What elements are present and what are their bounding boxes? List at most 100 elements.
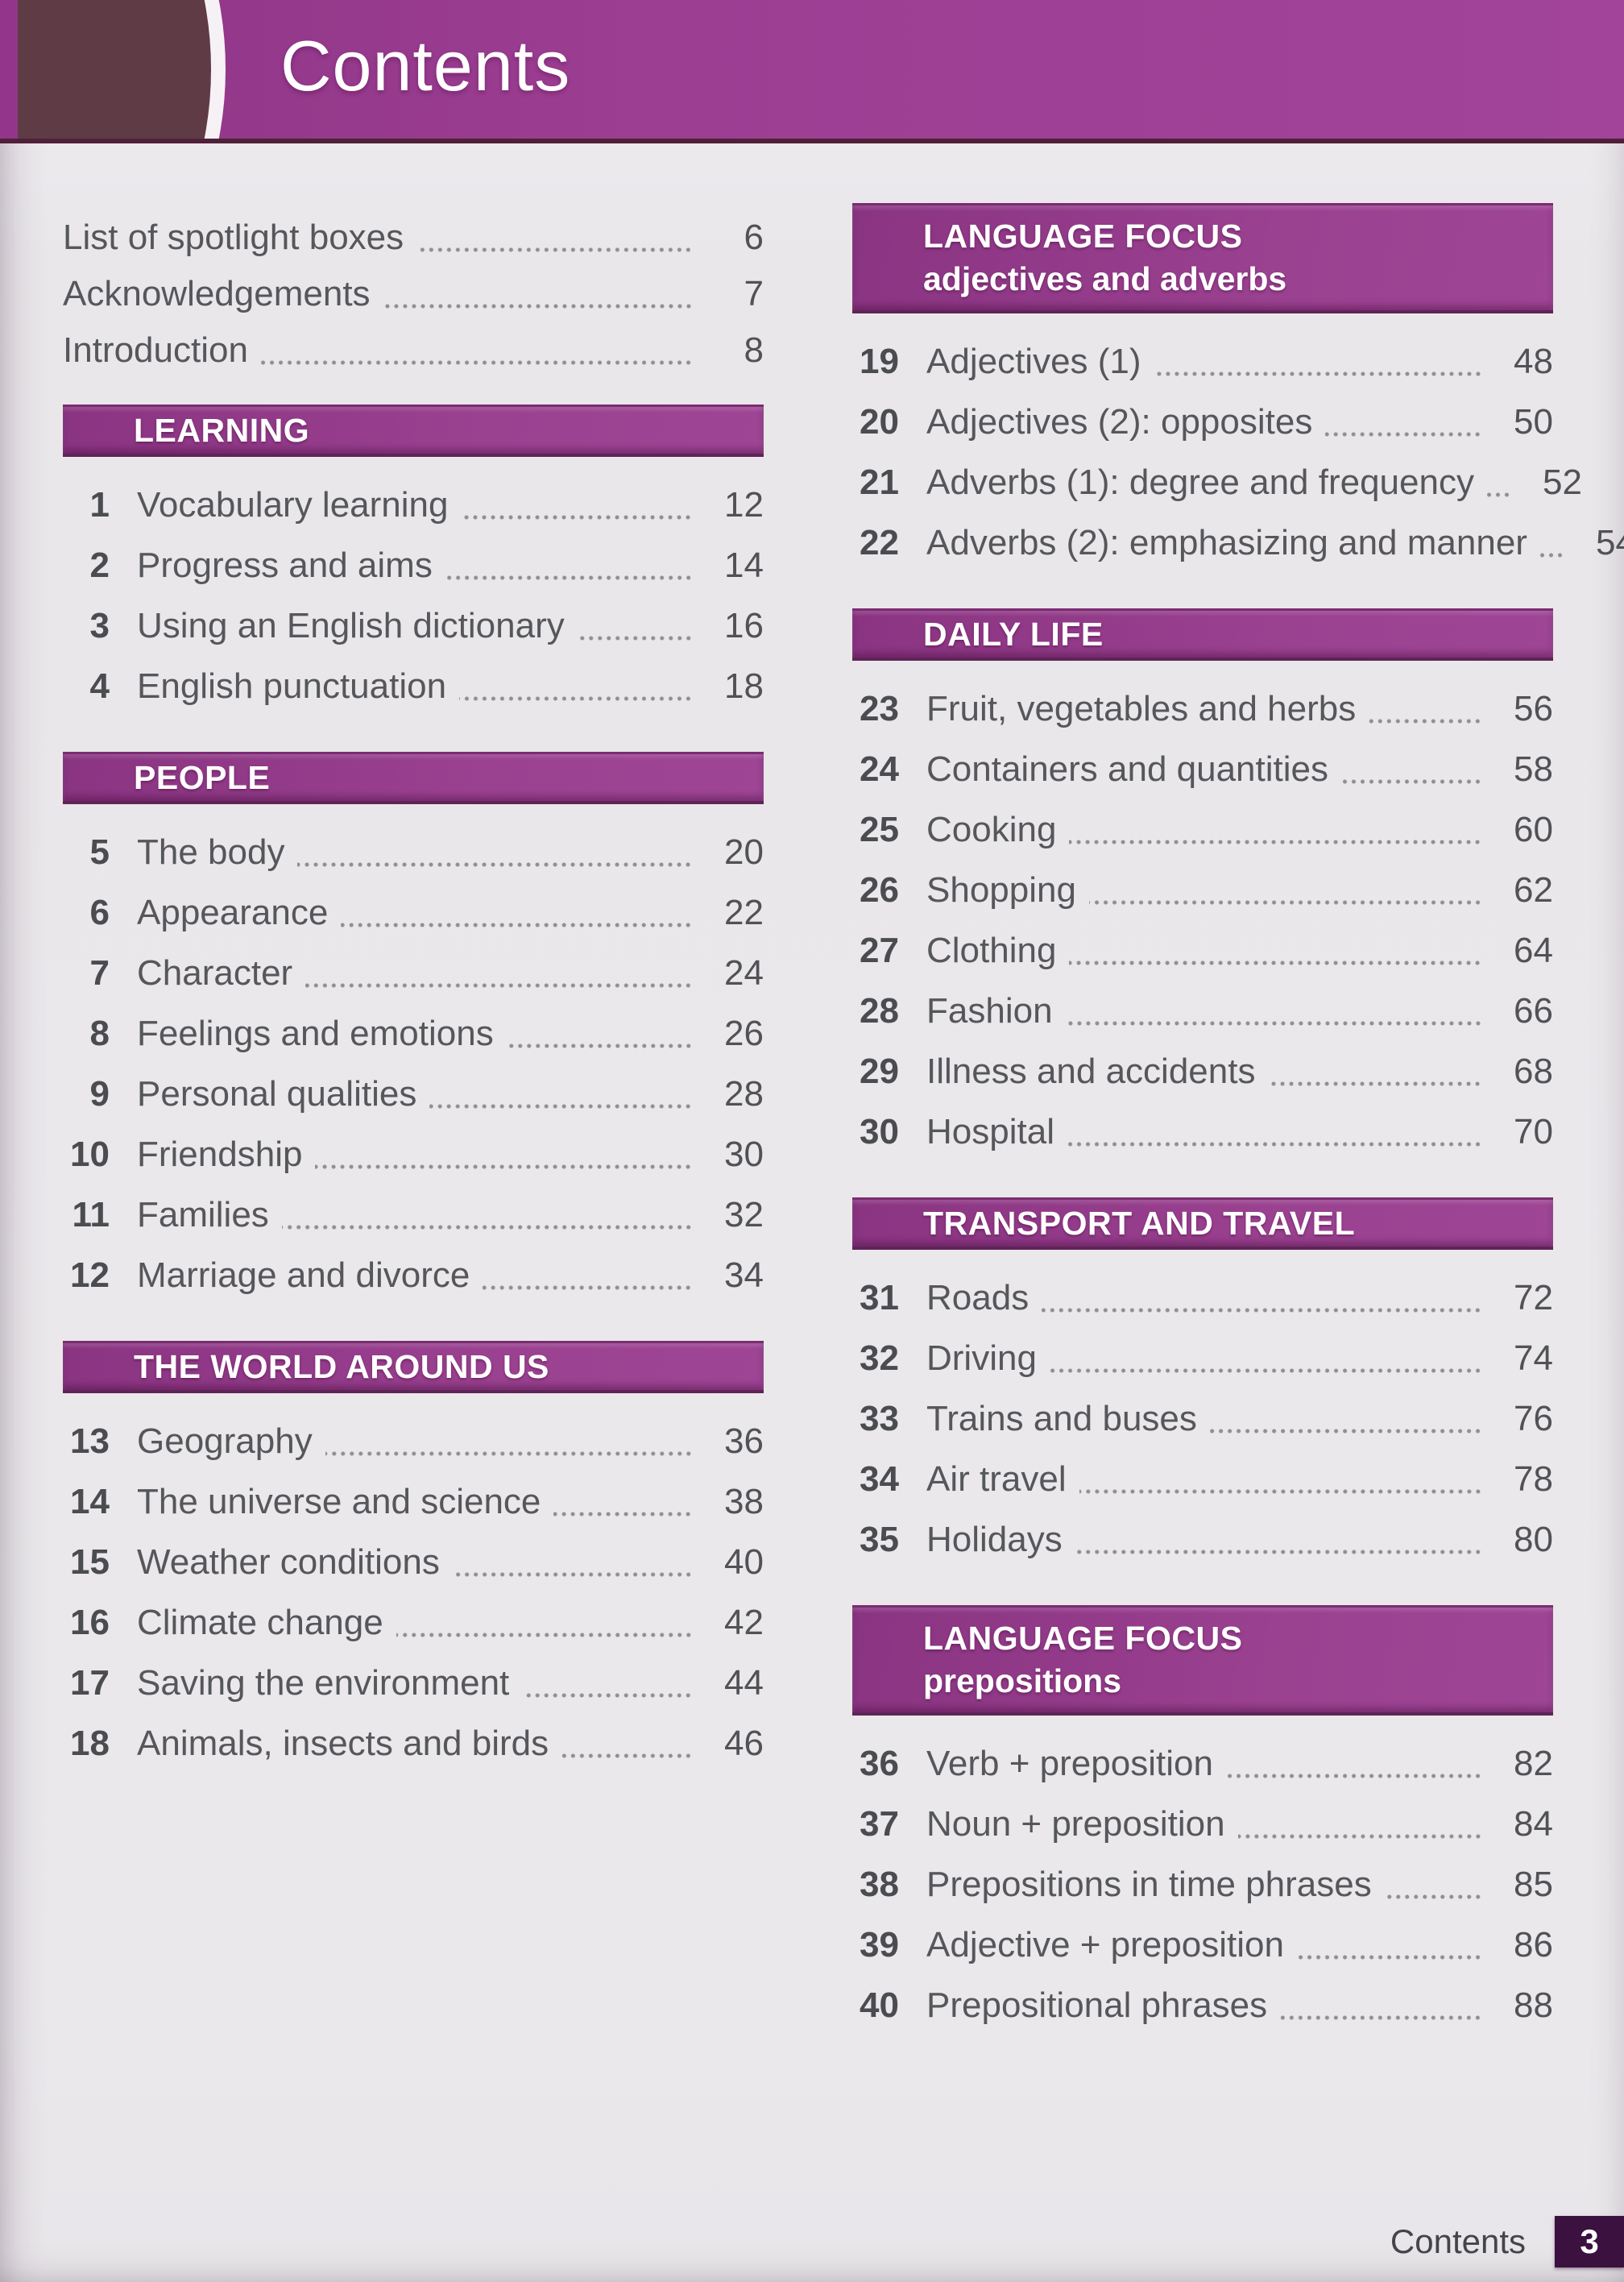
entry-page-number: 46 bbox=[724, 1723, 764, 1763]
section-banner: LANGUAGE FOCUS prepositions bbox=[852, 1605, 1553, 1716]
entry-page-number: 28 bbox=[724, 1073, 764, 1114]
entry-label: Adjectives (1) bbox=[926, 341, 1141, 381]
entry-page-number: 16 bbox=[724, 605, 764, 645]
entry-page-number: 32 bbox=[724, 1194, 764, 1234]
toc-entry: 1 Vocabulary learning 12 bbox=[63, 475, 764, 535]
toc-entry: 2 Progress and aims 14 bbox=[63, 535, 764, 595]
entry-number: 40 bbox=[860, 1985, 899, 2025]
dot-leader bbox=[1065, 1019, 1482, 1027]
toc-list: 13 Geography 36 14 The universe and scie… bbox=[63, 1411, 764, 1774]
contents-columns: List of spotlight boxes 6 Acknowledgemen… bbox=[0, 143, 1624, 2035]
toc-entry: 40 Prepositional phrases 88 bbox=[852, 1975, 1553, 2035]
entry-number: 19 bbox=[860, 341, 899, 381]
entry-page-number: 84 bbox=[1514, 1803, 1553, 1844]
page-footer: Contents 3 bbox=[1390, 2216, 1624, 2267]
entry-page-number: 72 bbox=[1514, 1277, 1553, 1317]
entry-label: List of spotlight boxes bbox=[63, 218, 404, 257]
entry-number: 18 bbox=[70, 1723, 110, 1763]
section-subtitle: adjectives and adverbs bbox=[923, 260, 1287, 297]
entry-number: 17 bbox=[70, 1662, 110, 1703]
entry-label: Trains and buses bbox=[926, 1398, 1197, 1438]
toc-entry: 5 The body 20 bbox=[63, 822, 764, 882]
entry-page-number: 86 bbox=[1514, 1924, 1553, 1965]
section-title: PEOPLE bbox=[134, 759, 271, 796]
section-title: LANGUAGE FOCUS bbox=[923, 218, 1243, 255]
dot-leader bbox=[1486, 491, 1511, 498]
dot-leader bbox=[396, 1631, 693, 1638]
entry-page-number: 58 bbox=[1514, 749, 1553, 789]
toc-entry: 34 Air travel 78 bbox=[852, 1449, 1553, 1509]
entry-page-number: 60 bbox=[1514, 809, 1553, 849]
entry-label: Prepositions in time phrases bbox=[926, 1864, 1372, 1904]
toc-list: 1 Vocabulary learning 12 2 Progress and … bbox=[63, 475, 764, 716]
entry-label: Vocabulary learning bbox=[137, 484, 449, 525]
entry-label: Illness and accidents bbox=[926, 1051, 1256, 1091]
entry-number: 3 bbox=[89, 605, 110, 645]
section-title: LEARNING bbox=[134, 412, 310, 449]
toc-entry: 38 Prepositions in time phrases 85 bbox=[852, 1854, 1553, 1915]
entry-page-number: 50 bbox=[1514, 401, 1553, 442]
entry-label: Driving bbox=[926, 1338, 1037, 1378]
entry-number: 33 bbox=[860, 1398, 899, 1438]
entry-label: Using an English dictionary bbox=[137, 605, 565, 645]
entry-label: Character bbox=[137, 952, 293, 993]
entry-page-number: 24 bbox=[724, 952, 764, 993]
entry-label: Geography bbox=[137, 1421, 313, 1461]
entry-page-number: 85 bbox=[1514, 1864, 1553, 1904]
entry-page-number: 30 bbox=[724, 1134, 764, 1174]
entry-page-number: 6 bbox=[744, 218, 764, 257]
footer-label: Contents bbox=[1390, 2222, 1526, 2260]
toc-entry: 4 English punctuation 18 bbox=[63, 656, 764, 716]
toc-entry: 22 Adverbs (2): emphasizing and manner 5… bbox=[852, 512, 1624, 573]
entry-number: 28 bbox=[860, 990, 899, 1031]
entry-label: Adjectives (2): opposites bbox=[926, 401, 1313, 442]
entry-page-number: 66 bbox=[1514, 990, 1553, 1031]
dot-leader bbox=[1069, 838, 1482, 845]
toc-section: THE WORLD AROUND US 13 Geography 36 14 T… bbox=[63, 1341, 764, 1774]
toc-entry: 9 Personal qualities 28 bbox=[63, 1064, 764, 1124]
toc-entry: 7 Character 24 bbox=[63, 943, 764, 1003]
entry-number: 30 bbox=[860, 1111, 899, 1151]
entry-number: 5 bbox=[89, 832, 110, 872]
toc-entry: Introduction 8 bbox=[63, 322, 764, 379]
entry-page-number: 62 bbox=[1514, 869, 1553, 910]
entry-page-number: 34 bbox=[724, 1255, 764, 1295]
entry-label: Cooking bbox=[926, 809, 1057, 849]
toc-entry: 21 Adverbs (1): degree and frequency 52 bbox=[852, 452, 1582, 512]
dot-leader bbox=[506, 1042, 693, 1049]
entry-number: 26 bbox=[860, 869, 899, 910]
entry-label: Verb + preposition bbox=[926, 1743, 1213, 1783]
entry-page-number: 14 bbox=[724, 545, 764, 585]
dot-leader bbox=[281, 1223, 693, 1230]
toc-entry: 12 Marriage and divorce 34 bbox=[63, 1245, 764, 1305]
entry-number: 29 bbox=[860, 1051, 899, 1091]
toc-entry: Acknowledgements 7 bbox=[63, 266, 764, 322]
entry-label: Marriage and divorce bbox=[137, 1255, 470, 1295]
entry-number: 14 bbox=[70, 1481, 110, 1521]
dot-leader bbox=[1325, 430, 1482, 438]
dot-leader bbox=[577, 634, 693, 641]
entry-number: 34 bbox=[860, 1458, 899, 1499]
entry-label: Roads bbox=[926, 1277, 1030, 1317]
entry-page-number: 36 bbox=[724, 1421, 764, 1461]
toc-entry: 13 Geography 36 bbox=[63, 1411, 764, 1471]
dot-leader bbox=[1237, 1832, 1482, 1840]
toc-entry: 36 Verb + preposition 82 bbox=[852, 1733, 1553, 1794]
entry-label: Saving the environment bbox=[137, 1662, 510, 1703]
dot-leader bbox=[1079, 1487, 1482, 1495]
dot-leader bbox=[561, 1752, 693, 1759]
dot-leader bbox=[315, 1163, 693, 1170]
entry-label: Feelings and emotions bbox=[137, 1013, 494, 1053]
toc-section: LANGUAGE FOCUS adjectives and adverbs 19… bbox=[852, 203, 1624, 573]
corner-shade-decoration bbox=[0, 0, 211, 139]
dot-leader bbox=[522, 1691, 693, 1699]
toc-entry: 17 Saving the environment 44 bbox=[63, 1653, 764, 1713]
dot-leader bbox=[325, 1450, 693, 1457]
section-title: THE WORLD AROUND US bbox=[134, 1348, 549, 1385]
front-matter-list: List of spotlight boxes 6 Acknowledgemen… bbox=[63, 210, 764, 379]
entry-number: 20 bbox=[860, 401, 899, 442]
entry-number: 15 bbox=[70, 1541, 110, 1582]
entry-page-number: 38 bbox=[724, 1481, 764, 1521]
toc-list: 19 Adjectives (1) 48 20 Adjectives (2): … bbox=[852, 331, 1624, 573]
dot-leader bbox=[1369, 717, 1482, 724]
